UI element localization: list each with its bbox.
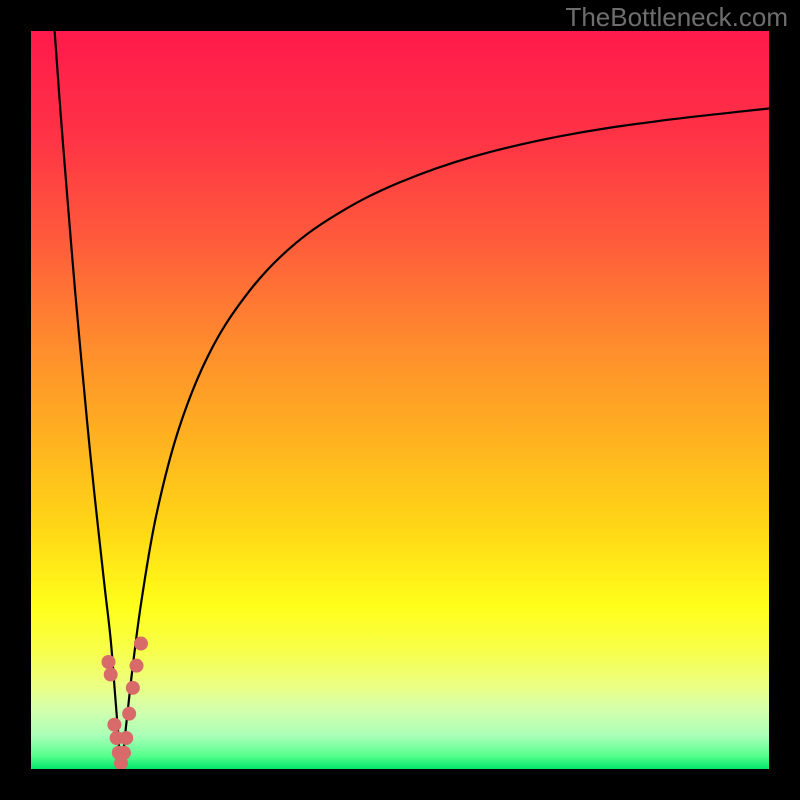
chart-container: { "watermark": { "text": "TheBottleneck.… [0,0,800,800]
data-marker [107,718,121,732]
plot-area [31,31,769,769]
data-marker [122,707,136,721]
data-marker [130,659,144,673]
bottleneck-curve [55,31,769,769]
data-marker [117,746,131,760]
data-marker [126,681,140,695]
data-marker [134,637,148,651]
marker-group [101,637,147,769]
data-marker [101,655,115,669]
data-marker [119,731,133,745]
data-marker [104,668,118,682]
watermark-text: TheBottleneck.com [565,2,788,33]
curve-layer [31,31,769,769]
